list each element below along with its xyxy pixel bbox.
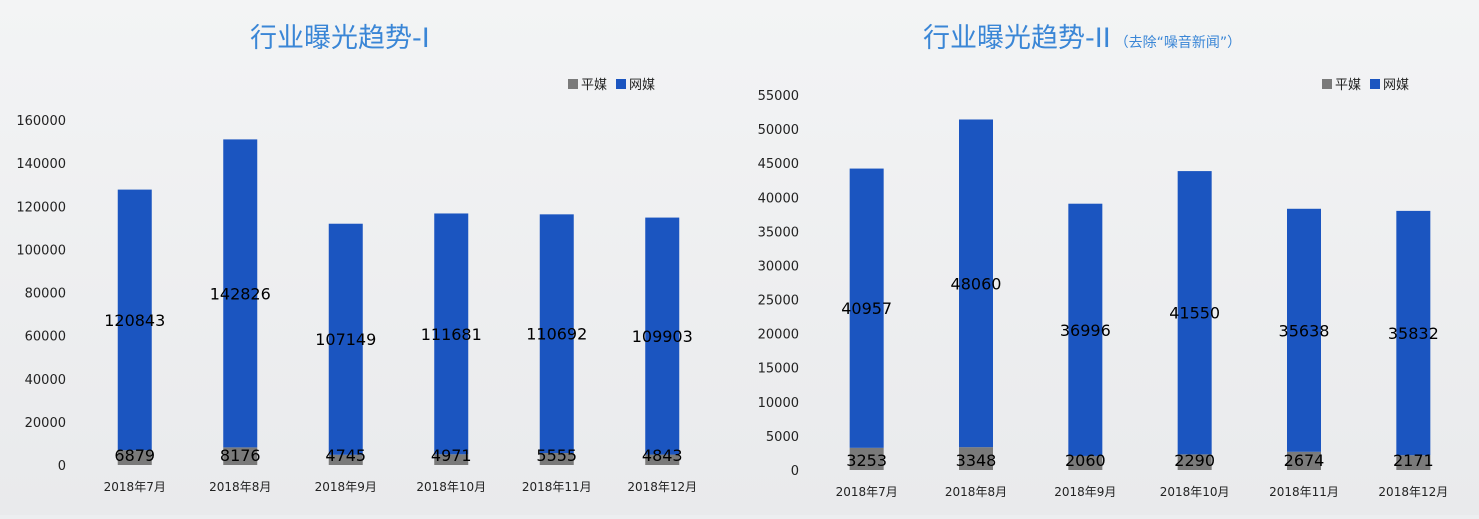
bar-segment-online-media	[117, 189, 152, 451]
data-label: 35638	[1279, 321, 1330, 340]
bar-segment-online-media	[849, 168, 884, 448]
chart-subtitle: （去除“噪音新闻”）	[1114, 35, 1242, 51]
data-label: 41550	[1169, 304, 1220, 323]
y-tick-label: 120000	[16, 200, 66, 215]
chart-title: 行业曝光趋势-I	[250, 16, 434, 55]
chart-panel-exposure-trend-1: 行业曝光趋势-I 0 20000 40000 60000 80000 100000 1200…	[0, 0, 735, 515]
data-label: 107149	[315, 330, 376, 349]
x-tick-label: 2018年8月	[945, 485, 1007, 499]
y-tick-label: 10000	[758, 396, 799, 411]
bar-segment-online-media	[1287, 208, 1321, 452]
chart-title-text: 行业曝光趋势-I	[250, 23, 430, 54]
y-tick-label: 0	[58, 459, 66, 474]
x-tick-label: 2018年11月	[522, 480, 592, 494]
data-label: 2290	[1174, 451, 1215, 470]
data-label: 110692	[526, 325, 587, 344]
y-tick-label: 20000	[758, 328, 799, 343]
data-label: 4971	[431, 446, 472, 465]
x-tick-label: 2018年12月	[627, 480, 697, 494]
y-tick-label: 100000	[16, 243, 66, 258]
data-label: 120843	[104, 311, 165, 330]
stacked-bar-chart: 0 5000 10000 15000 20000 25000 30000 35000 40000…	[758, 78, 1449, 499]
data-label: 5555	[536, 446, 577, 465]
bar-segment-print-media	[223, 447, 258, 465]
y-tick-label: 160000	[16, 114, 66, 129]
y-tick-label: 140000	[16, 157, 66, 172]
y-tick-label: 80000	[25, 287, 66, 302]
data-label: 4745	[325, 446, 366, 465]
y-tick-label: 30000	[758, 259, 799, 274]
chart-panel-exposure-trend-2: 行业曝光趋势-II （去除“噪音新闻”） 0 5000 10000 15000 20000…	[735, 0, 1479, 515]
x-tick-label: 2018年7月	[104, 480, 166, 494]
legend-swatch	[1322, 79, 1332, 89]
x-tick-label: 2018年9月	[315, 480, 377, 494]
bar-segment-print-media	[539, 453, 574, 465]
x-tick-label: 2018年9月	[1054, 485, 1116, 499]
data-label: 40957	[841, 299, 892, 318]
data-label: 6879	[114, 446, 155, 465]
legend-label: 平媒	[581, 78, 607, 93]
bar-segment-online-media	[223, 139, 258, 448]
y-tick-label: 45000	[758, 157, 799, 172]
bar-segment-print-media	[959, 447, 993, 470]
stacked-bar-chart: 0 20000 40000 60000 80000 100000 120000 140000 1…	[16, 78, 697, 494]
y-tick-label: 25000	[758, 294, 799, 309]
legend-label: 平媒	[1335, 78, 1361, 93]
data-label: 2171	[1393, 451, 1434, 470]
bar-segment-online-media	[328, 223, 363, 455]
y-tick-label: 5000	[766, 430, 799, 445]
data-label: 3253	[846, 451, 887, 470]
y-tick-label: 0	[791, 464, 799, 479]
legend-swatch	[1370, 79, 1380, 89]
bar-segment-print-media	[434, 454, 469, 465]
bar-segment-online-media	[1068, 203, 1103, 456]
bar-segment-print-media	[1287, 451, 1321, 470]
bar-segment-print-media	[849, 447, 884, 470]
data-label: 2060	[1065, 451, 1106, 470]
y-tick-label: 35000	[758, 225, 799, 240]
data-label: 2674	[1284, 451, 1325, 470]
bar-segment-print-media	[1396, 455, 1431, 470]
bar-segment-online-media	[1177, 171, 1212, 455]
data-label: 111681	[421, 325, 482, 344]
bar-segment-print-media	[645, 454, 680, 465]
legend-swatch	[568, 79, 578, 89]
chart-title-text: 行业曝光趋势-II	[923, 23, 1111, 54]
bar-segment-online-media	[959, 119, 993, 448]
data-label: 109903	[632, 327, 693, 346]
legend-swatch	[616, 79, 626, 89]
y-tick-label: 20000	[25, 416, 66, 431]
bar-segment-online-media	[434, 213, 469, 455]
bar-segment-print-media	[117, 450, 152, 465]
y-tick-label: 60000	[25, 330, 66, 345]
bar-segment-print-media	[1068, 455, 1103, 470]
y-tick-label: 15000	[758, 362, 799, 377]
data-label: 35832	[1388, 324, 1439, 343]
y-tick-label: 55000	[758, 89, 799, 104]
chart-title: 行业曝光趋势-II （去除“噪音新闻”）	[923, 16, 1241, 55]
data-label: 3348	[956, 451, 997, 470]
x-tick-label: 2018年7月	[836, 485, 898, 499]
data-label: 8176	[220, 446, 261, 465]
bar-segment-print-media	[328, 454, 363, 465]
x-tick-label: 2018年10月	[1160, 485, 1230, 499]
legend-label: 网媒	[629, 78, 655, 93]
bar-segment-online-media	[1396, 210, 1431, 456]
bar-segment-online-media	[645, 217, 680, 455]
y-tick-label: 50000	[758, 123, 799, 138]
bar-segment-online-media	[539, 214, 574, 454]
x-tick-label: 2018年8月	[209, 480, 271, 494]
legend-label: 网媒	[1383, 78, 1409, 93]
x-tick-label: 2018年10月	[416, 480, 486, 494]
y-tick-label: 40000	[758, 191, 799, 206]
bar-segment-print-media	[1177, 454, 1212, 470]
data-label: 36996	[1060, 321, 1111, 340]
y-tick-label: 40000	[25, 373, 66, 388]
x-tick-label: 2018年12月	[1378, 485, 1448, 499]
x-tick-label: 2018年11月	[1269, 485, 1339, 499]
data-label: 4843	[642, 446, 683, 465]
data-label: 48060	[951, 274, 1002, 293]
data-label: 142826	[210, 284, 271, 303]
